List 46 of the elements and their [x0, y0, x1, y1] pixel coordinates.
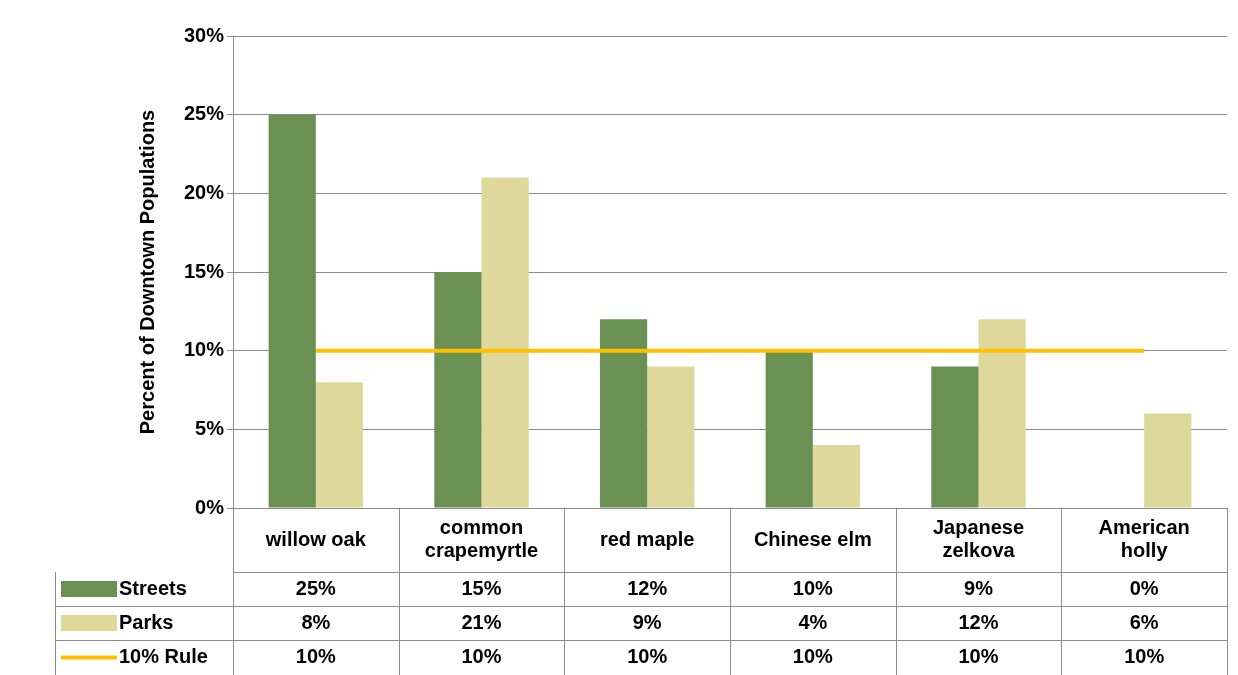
y-tick-label: 15%: [183, 259, 225, 282]
x-tick-label: Japanese zelkova: [932, 516, 1025, 562]
bar: [978, 319, 1026, 508]
data-label: 0%: [1129, 576, 1159, 599]
legend-label: Streets: [119, 576, 187, 599]
x-tick-label: common crapemyrtle: [424, 516, 539, 562]
data-label: 21%: [461, 610, 502, 633]
y-axis-title: Percent of Downtown Populations: [135, 109, 158, 435]
y-tick-label: 30%: [183, 23, 225, 46]
x-tick-label: American holly: [1098, 516, 1190, 562]
data-label: 12%: [958, 610, 999, 633]
legend-label: Parks: [119, 610, 174, 633]
x-tick-label: willow oak: [264, 527, 367, 550]
y-tick-label: 5%: [195, 416, 225, 439]
bar: [765, 350, 813, 508]
data-label: 10%: [958, 645, 999, 668]
bar: [315, 382, 364, 508]
data-label: 8%: [301, 610, 331, 633]
data-label: 4%: [798, 610, 828, 633]
data-label: 15%: [461, 576, 502, 599]
bar: [647, 366, 695, 508]
x-tick-label: Chinese elm: [753, 527, 872, 550]
bar: [481, 177, 529, 508]
data-label: 9%: [964, 576, 994, 599]
bar: [599, 319, 648, 508]
data-label: 10%: [792, 576, 834, 599]
y-tick-label: 0%: [195, 495, 225, 518]
x-tick-label: red maple: [599, 527, 695, 550]
bar: [268, 114, 316, 508]
y-tick-label: 10%: [183, 338, 225, 361]
y-tick-label: 25%: [183, 102, 225, 125]
bar: [434, 272, 482, 508]
data-label: 12%: [627, 576, 668, 599]
bar: [931, 366, 979, 508]
data-label: 10%: [627, 645, 668, 668]
data-label: 6%: [1129, 610, 1159, 633]
legend-label: 10% Rule: [119, 645, 208, 668]
data-label: 10%: [295, 645, 337, 668]
data-label: 25%: [295, 576, 337, 599]
bar: [1144, 413, 1192, 508]
y-tick-label: 20%: [183, 180, 225, 203]
data-label: 10%: [1124, 645, 1165, 668]
data-label: 9%: [632, 610, 662, 633]
data-label: 10%: [461, 645, 502, 668]
data-label: 10%: [792, 645, 834, 668]
bar: [812, 445, 861, 508]
